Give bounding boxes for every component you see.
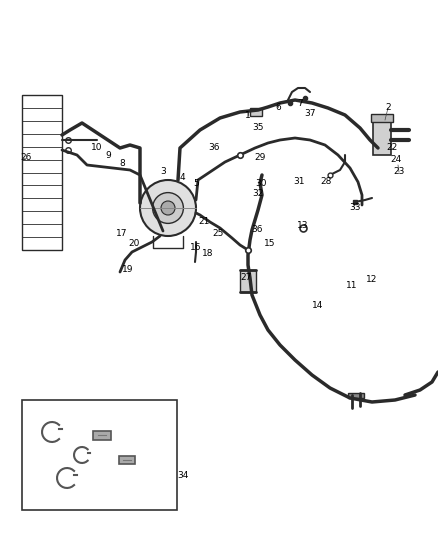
Text: 27: 27	[240, 273, 252, 282]
Text: 36: 36	[208, 143, 220, 152]
Text: 22: 22	[386, 143, 398, 152]
Bar	[119, 456, 135, 464]
Text: 33: 33	[349, 204, 361, 213]
Circle shape	[161, 201, 175, 215]
Text: 29: 29	[254, 154, 266, 163]
Circle shape	[140, 180, 196, 236]
Text: 21: 21	[198, 217, 210, 227]
Text: 5: 5	[193, 179, 199, 188]
Text: 23: 23	[393, 167, 405, 176]
Text: 13: 13	[297, 221, 309, 230]
Text: 25: 25	[212, 230, 224, 238]
Text: 24: 24	[390, 156, 402, 165]
Bar	[22, 95, 62, 250]
Text: 32: 32	[252, 189, 264, 198]
Text: 17: 17	[116, 230, 128, 238]
Text: 35: 35	[252, 123, 264, 132]
Text: 8: 8	[119, 158, 125, 167]
Text: 6: 6	[275, 102, 281, 111]
Bar	[348, 393, 364, 398]
Bar	[250, 108, 262, 116]
Circle shape	[152, 192, 184, 223]
Text: 28: 28	[320, 176, 332, 185]
Text: 7: 7	[297, 99, 303, 108]
Bar	[93, 431, 111, 440]
Text: 19: 19	[122, 265, 134, 274]
Text: 4: 4	[179, 174, 185, 182]
Text: 9: 9	[105, 150, 111, 159]
Text: 14: 14	[312, 301, 324, 310]
Text: 26: 26	[20, 154, 32, 163]
Text: 1: 1	[245, 110, 251, 119]
Text: 31: 31	[293, 176, 305, 185]
Text: 3: 3	[160, 167, 166, 176]
Text: 10: 10	[91, 143, 103, 152]
Text: 34: 34	[177, 472, 189, 481]
Text: 16: 16	[190, 243, 202, 252]
Bar	[240, 270, 256, 292]
Bar	[373, 120, 391, 155]
Text: 12: 12	[366, 276, 378, 285]
Text: 2: 2	[385, 103, 391, 112]
Bar	[22, 400, 177, 510]
Text: 18: 18	[202, 248, 214, 257]
Text: 15: 15	[264, 238, 276, 247]
Text: 11: 11	[346, 280, 358, 289]
Text: 37: 37	[304, 109, 316, 117]
Bar	[371, 114, 393, 122]
Text: 30: 30	[255, 179, 267, 188]
Text: 36: 36	[251, 224, 263, 233]
Text: 20: 20	[128, 239, 140, 248]
